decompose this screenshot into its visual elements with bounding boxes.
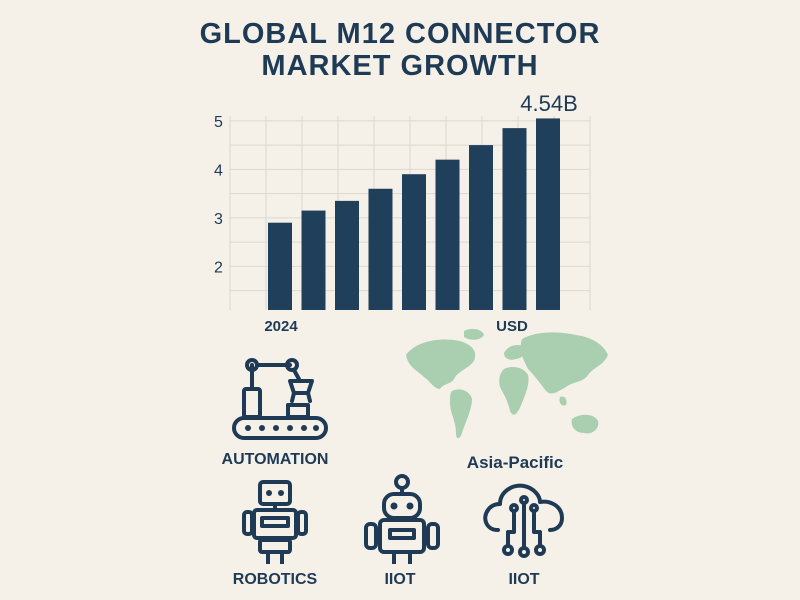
x-axis-start-label: 2024 — [264, 318, 298, 335]
y-tick-label: 2 — [214, 259, 223, 276]
robotics-label: ROBOTICS — [232, 571, 318, 588]
iiot-label-2: IIOT — [508, 571, 540, 588]
y-axis-ticks: 2 3 4 5 — [214, 114, 223, 277]
page-title: GLOBAL M12 CONNECTOR MARKET GROWTH — [0, 18, 800, 82]
bar — [435, 159, 460, 310]
y-tick-label: 4 — [214, 162, 223, 179]
bar — [335, 200, 359, 310]
robotic-arm-conveyor-icon — [232, 358, 328, 440]
world-map-icon — [406, 328, 608, 439]
bar — [268, 222, 292, 310]
bar — [536, 118, 560, 310]
title-line-1: GLOBAL M12 CONNECTOR — [199, 18, 601, 50]
region-label: Asia-Pacific — [466, 453, 564, 472]
iiot-label-1: IIOT — [384, 571, 416, 588]
robot-antenna-icon — [364, 474, 440, 564]
bar — [368, 188, 393, 310]
cloud-network-icon — [483, 483, 564, 558]
y-tick-label: 5 — [214, 114, 223, 131]
bar — [469, 145, 493, 310]
title-line-2: MARKET GROWTH — [261, 50, 539, 82]
chart-bars — [268, 118, 560, 310]
value-callout: 4.54B — [520, 91, 578, 116]
bar — [402, 174, 426, 310]
robot-icon — [242, 480, 308, 564]
y-tick-label: 3 — [214, 211, 223, 228]
bar — [301, 210, 326, 310]
automation-label: AUTOMATION — [221, 451, 329, 468]
bar — [502, 128, 527, 310]
unit-label: USD — [496, 318, 528, 335]
